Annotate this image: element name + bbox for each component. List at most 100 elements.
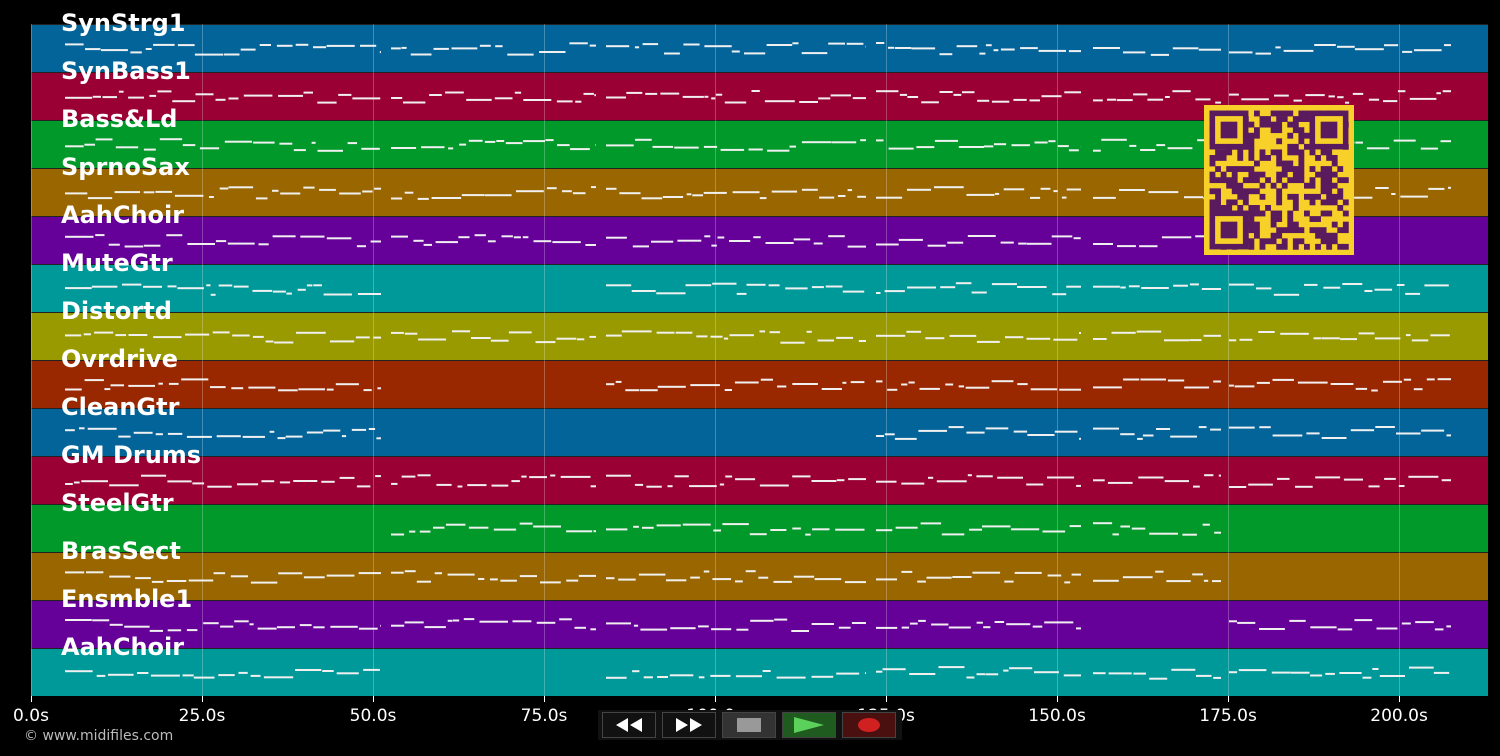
note-bar bbox=[895, 526, 918, 529]
note-bar bbox=[759, 197, 767, 200]
note-bar bbox=[735, 675, 762, 678]
note-bar bbox=[303, 91, 313, 94]
note-bar bbox=[65, 670, 93, 673]
fast-forward-button[interactable] bbox=[662, 712, 716, 738]
note-bar bbox=[876, 578, 897, 581]
note-bar bbox=[1141, 287, 1169, 289]
note-bar bbox=[1384, 44, 1399, 47]
note-bar bbox=[792, 527, 801, 530]
note-bar bbox=[646, 485, 662, 488]
note-bar bbox=[934, 186, 964, 189]
note-bar bbox=[500, 579, 517, 582]
note-bar bbox=[898, 238, 923, 241]
qr-code bbox=[1204, 105, 1354, 255]
note-bar bbox=[710, 335, 723, 338]
note-bar bbox=[948, 426, 964, 429]
note-bar bbox=[976, 475, 993, 478]
note-bar bbox=[1193, 485, 1200, 488]
note-bar bbox=[379, 51, 381, 54]
note-bar bbox=[894, 47, 912, 49]
note-bar bbox=[159, 138, 183, 141]
note-bar bbox=[523, 140, 545, 143]
note-bar bbox=[982, 525, 1011, 528]
note-bar bbox=[556, 100, 573, 103]
note-bar bbox=[780, 341, 805, 344]
note-bar bbox=[791, 630, 809, 632]
note-bar bbox=[118, 90, 124, 93]
note-bar bbox=[769, 331, 781, 334]
note-bar bbox=[215, 240, 227, 243]
tick-mark bbox=[544, 696, 546, 702]
note-bar bbox=[1337, 96, 1344, 99]
note-bar bbox=[1229, 51, 1253, 54]
note-bar bbox=[777, 385, 787, 388]
note-bar bbox=[81, 480, 108, 483]
note-bar bbox=[1446, 434, 1451, 437]
note-bar bbox=[1137, 437, 1143, 440]
note-bar bbox=[773, 580, 792, 583]
note-bar bbox=[1073, 237, 1081, 240]
track-name: SynBass1 bbox=[61, 57, 191, 85]
note-bar bbox=[926, 576, 952, 579]
note-bar bbox=[1093, 427, 1119, 430]
note-bar bbox=[363, 668, 380, 671]
note-bar bbox=[276, 44, 293, 47]
note-bar bbox=[965, 386, 990, 389]
note-bar bbox=[323, 429, 341, 432]
note-bar bbox=[971, 291, 987, 294]
note-bar bbox=[313, 284, 322, 287]
note-bar bbox=[876, 529, 893, 532]
note-bar bbox=[1093, 99, 1103, 102]
note-bar bbox=[1362, 676, 1372, 679]
note-bar bbox=[967, 235, 996, 237]
note-bar bbox=[736, 292, 747, 295]
note-bar bbox=[1239, 338, 1253, 341]
note-bar bbox=[1446, 625, 1451, 628]
note-bar bbox=[894, 437, 917, 440]
track-lane bbox=[31, 552, 1488, 600]
note-bar bbox=[634, 46, 640, 49]
note-bar bbox=[1076, 484, 1081, 487]
rewind-button[interactable] bbox=[602, 712, 656, 738]
note-bar bbox=[391, 197, 403, 200]
note-bar bbox=[606, 284, 632, 287]
stop-button[interactable] bbox=[722, 712, 776, 738]
note-bar bbox=[917, 580, 926, 583]
note-bar bbox=[224, 53, 240, 56]
note-bar bbox=[835, 528, 865, 531]
note-bar bbox=[1396, 432, 1421, 435]
note-bar bbox=[606, 383, 615, 386]
note-bar bbox=[231, 387, 244, 390]
note-bar bbox=[445, 91, 464, 94]
note-bar bbox=[952, 576, 972, 578]
note-bar bbox=[865, 672, 866, 674]
note-bar bbox=[1325, 672, 1335, 675]
note-bar bbox=[1032, 625, 1043, 628]
note-bar bbox=[213, 572, 226, 575]
record-button[interactable] bbox=[842, 712, 896, 738]
note-bar bbox=[166, 580, 187, 582]
note-bar bbox=[259, 44, 271, 46]
note-bar bbox=[272, 189, 279, 192]
note-bar bbox=[258, 243, 269, 246]
note-bar bbox=[429, 94, 442, 96]
note-bar bbox=[723, 337, 729, 340]
note-bar bbox=[468, 526, 489, 529]
note-bar bbox=[633, 525, 639, 528]
note-bar bbox=[521, 475, 527, 478]
note-bar bbox=[1375, 426, 1395, 428]
note-bar bbox=[303, 576, 325, 579]
note-bar bbox=[1093, 285, 1120, 288]
note-bar bbox=[806, 330, 812, 333]
note-bar bbox=[977, 99, 990, 102]
note-bar bbox=[976, 340, 1000, 343]
note-bar bbox=[876, 380, 883, 383]
note-bar bbox=[295, 669, 322, 671]
note-bar bbox=[1401, 622, 1411, 625]
note-bar bbox=[319, 188, 336, 191]
play-button[interactable] bbox=[782, 712, 836, 738]
note-bar bbox=[224, 140, 252, 143]
note-bar bbox=[1122, 576, 1153, 579]
note-bar bbox=[848, 478, 866, 481]
note-bar bbox=[1133, 672, 1146, 675]
